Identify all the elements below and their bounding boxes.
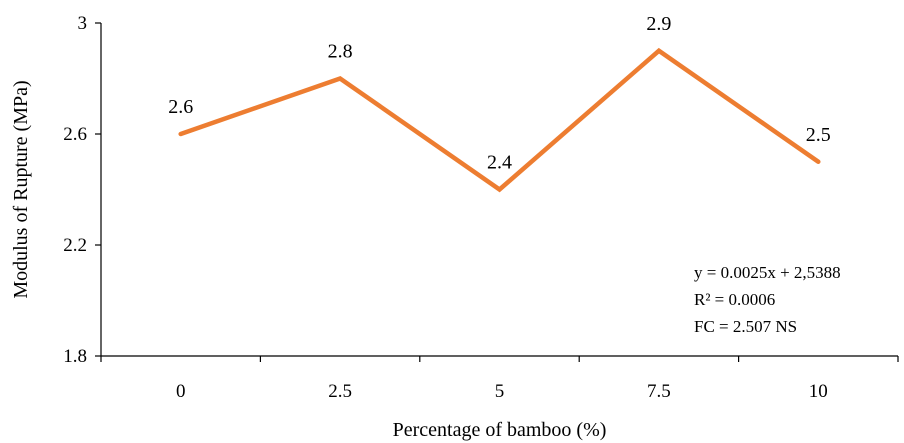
y-tick-label: 3 bbox=[78, 13, 88, 34]
x-tick-label: 5 bbox=[495, 381, 505, 402]
series-group bbox=[178, 47, 821, 193]
axes bbox=[100, 23, 898, 357]
data-label: 2.4 bbox=[487, 152, 512, 174]
x-ticks: 0 2.5 5 7.5 10 bbox=[100, 356, 899, 402]
y-ticks: 1.8 2.2 2.6 3 bbox=[63, 13, 101, 367]
y-tick-label: 2.2 bbox=[63, 235, 87, 256]
trendline-equation: y = 0.0025x + 2,5388 bbox=[694, 263, 841, 282]
data-label: 2.9 bbox=[646, 13, 671, 35]
y-tick-label: 2.6 bbox=[63, 124, 87, 145]
y-axis-title: Modulus of Rupture (MPa) bbox=[10, 80, 32, 298]
x-axis-title: Percentage of bamboo (%) bbox=[393, 419, 607, 441]
x-tick-label: 0 bbox=[176, 381, 186, 402]
data-label: 2.6 bbox=[168, 96, 193, 118]
data-label: 2.5 bbox=[806, 124, 831, 146]
x-tick-label: 10 bbox=[809, 381, 828, 402]
r-squared-text: R² = 0.0006 bbox=[694, 290, 775, 309]
x-tick-label: 7.5 bbox=[647, 381, 671, 402]
data-label: 2.8 bbox=[328, 41, 353, 63]
series-line bbox=[178, 47, 821, 193]
x-tick-label: 2.5 bbox=[328, 381, 352, 402]
data-labels: 2.6 2.8 2.4 2.9 2.5 bbox=[168, 13, 831, 174]
regression-annotation: y = 0.0025x + 2,5388 R² = 0.0006 FC = 2.… bbox=[694, 263, 841, 336]
fc-value-text: FC = 2.507 NS bbox=[694, 317, 797, 336]
y-tick-label: 1.8 bbox=[63, 346, 87, 367]
